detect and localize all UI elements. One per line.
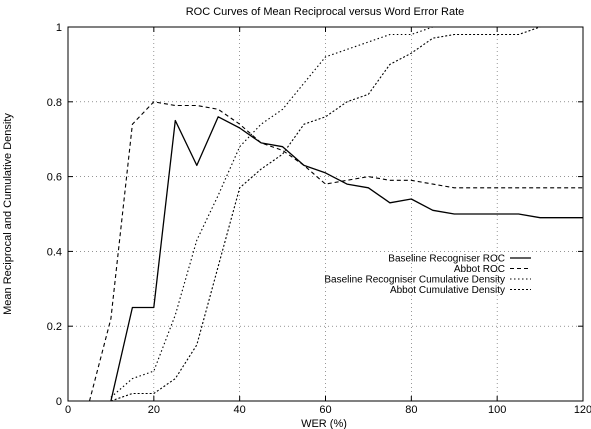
axis-layer: 0 20 40 60 80 100 120 0 0.2 0.4 0.6 0.8 1	[47, 22, 591, 416]
x-axis-title: WER (%)	[301, 418, 347, 429]
x-tick-label: 0	[65, 404, 71, 416]
series-line-4	[110, 26, 583, 402]
series-layer	[88, 26, 583, 402]
y-tick-label: 0.4	[47, 246, 62, 258]
y-tick-label: 0	[56, 396, 62, 408]
y-tick-label: 1	[56, 22, 62, 34]
legend-label-2: Abbot ROC	[454, 264, 505, 275]
y-tick-label: 0.2	[47, 321, 62, 333]
legend-label-1: Baseline Recogniser ROC	[388, 254, 505, 265]
chart-title: ROC Curves of Mean Reciprocal versus Wor…	[186, 6, 465, 18]
x-tick-label: 20	[148, 404, 160, 416]
series-line-2	[88, 101, 583, 402]
legend-label-4: Abbot Cumulative Density	[390, 285, 505, 296]
y-axis-title: Mean Reciprocal and Cumulative Density	[2, 113, 14, 315]
x-tick-label: 100	[488, 404, 506, 416]
legend-label-3: Baseline Recogniser Cumulative Density	[324, 275, 505, 286]
y-tick-label: 0.6	[47, 172, 62, 184]
series-line-3	[110, 26, 583, 398]
series-line-1	[110, 116, 583, 402]
x-tick-label: 40	[234, 404, 246, 416]
x-tick-label: 60	[319, 404, 331, 416]
x-tick-label: 80	[405, 404, 417, 416]
y-tick-label: 0.8	[47, 97, 62, 109]
x-tick-label: 120	[574, 404, 591, 416]
